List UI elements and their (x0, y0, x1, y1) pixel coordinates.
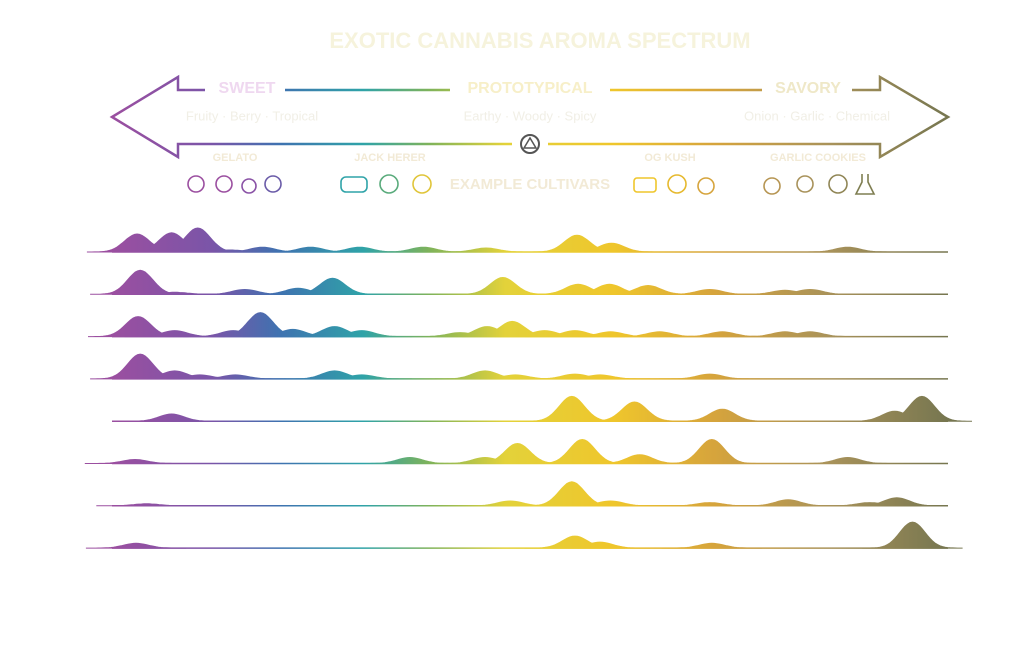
chart-title: EXOTIC CANNABIS AROMA SPECTRUM (329, 28, 750, 53)
savory-label: SAVORY (775, 80, 841, 97)
label-bg (205, 80, 285, 100)
sweet-label: SWEET (219, 80, 276, 97)
density-peak (738, 499, 839, 507)
label-bg (762, 80, 852, 100)
savory-notes: Onion · Garlic · Chemical (744, 108, 890, 123)
density-peak (797, 456, 898, 464)
density-peak (862, 521, 963, 549)
density-peak (121, 413, 222, 422)
density-peak (90, 269, 191, 295)
spectrum-arrow (109, 74, 951, 160)
density-peak (452, 276, 553, 295)
icons (187, 174, 876, 195)
prototypical-label: PROTOTYPICAL (467, 80, 592, 97)
logo (520, 134, 540, 154)
sweet-notes: Fruity · Berry · Tropical (186, 108, 318, 123)
density-peak (521, 395, 622, 422)
cultivar-label: EXAMPLE CULTIVARS (450, 176, 610, 193)
density-peak (359, 456, 460, 464)
cultivar-label: GELATO (213, 152, 258, 164)
cultivar-label: JACK HERER (354, 152, 426, 164)
logo (522, 136, 538, 149)
density-peak (661, 438, 762, 464)
label-bg (450, 80, 610, 100)
prototypical-notes: Earthy · Woody · Spicy (464, 108, 597, 123)
cultivar-label: GARLIC COOKIES (770, 152, 866, 164)
density-peak (584, 401, 685, 422)
density-peak (532, 438, 633, 464)
density-peak (672, 408, 773, 422)
cultivar-label: OG KUSH (644, 152, 695, 164)
